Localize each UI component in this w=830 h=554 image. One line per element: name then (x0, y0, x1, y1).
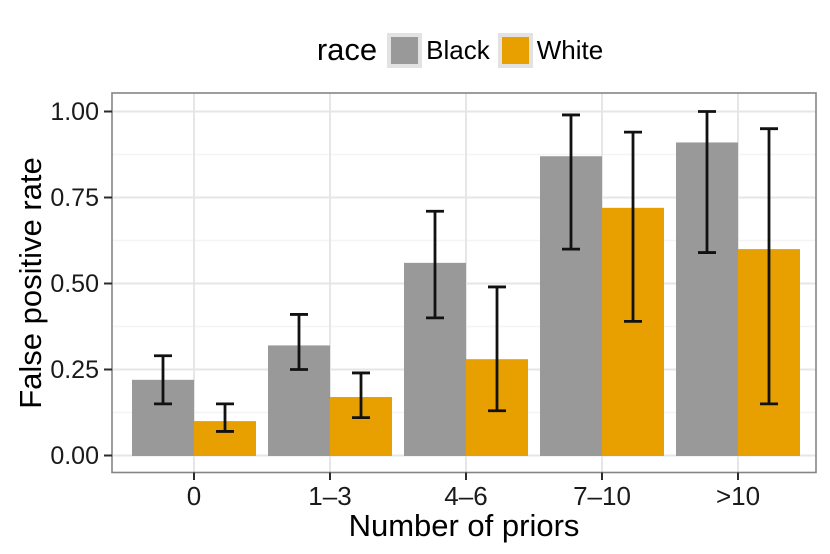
x-tick-labels: 0 1–3 4–6 7–10 >10 (187, 481, 760, 511)
errorbar-black-4 (698, 110, 716, 254)
legend-title: race (316, 32, 378, 67)
errorbar-white-0 (216, 402, 234, 433)
errorbar-black-3 (562, 113, 580, 251)
legend: race Black White (112, 22, 816, 78)
errorbar-black-0 (154, 354, 172, 406)
x-tick-label: 4–6 (444, 481, 487, 511)
legend-key-white (497, 32, 533, 68)
black-swatch-icon (391, 36, 419, 64)
x-axis-title: Number of priors (348, 508, 580, 543)
y-tick-label: 0.75 (50, 184, 99, 212)
x-tick-label: 1–3 (308, 481, 351, 511)
white-swatch-icon (501, 36, 529, 64)
errorbar-white-4 (760, 127, 778, 406)
error-bars (154, 110, 778, 433)
legend-key-black (387, 32, 423, 68)
y-tick-label: 0.50 (50, 270, 99, 298)
errorbar-white-1 (352, 371, 370, 420)
legend-label-black: Black (426, 34, 490, 65)
y-tick-labels: 0.00 0.25 0.50 0.75 1.00 (50, 98, 99, 470)
errorbar-black-1 (290, 313, 308, 371)
axis-ticks (104, 110, 739, 480)
errorbar-white-3 (624, 130, 642, 323)
legend-label-white: White (536, 34, 604, 65)
errorbar-white-2 (488, 285, 506, 413)
x-tick-label: 7–10 (573, 481, 631, 511)
x-tick-label: >10 (716, 481, 760, 511)
y-tick-label: 0.25 (50, 356, 99, 384)
y-tick-label: 0.00 (50, 442, 99, 470)
errorbar-black-2 (426, 209, 444, 320)
x-tick-label: 0 (187, 481, 201, 511)
y-tick-label: 1.00 (50, 98, 99, 126)
